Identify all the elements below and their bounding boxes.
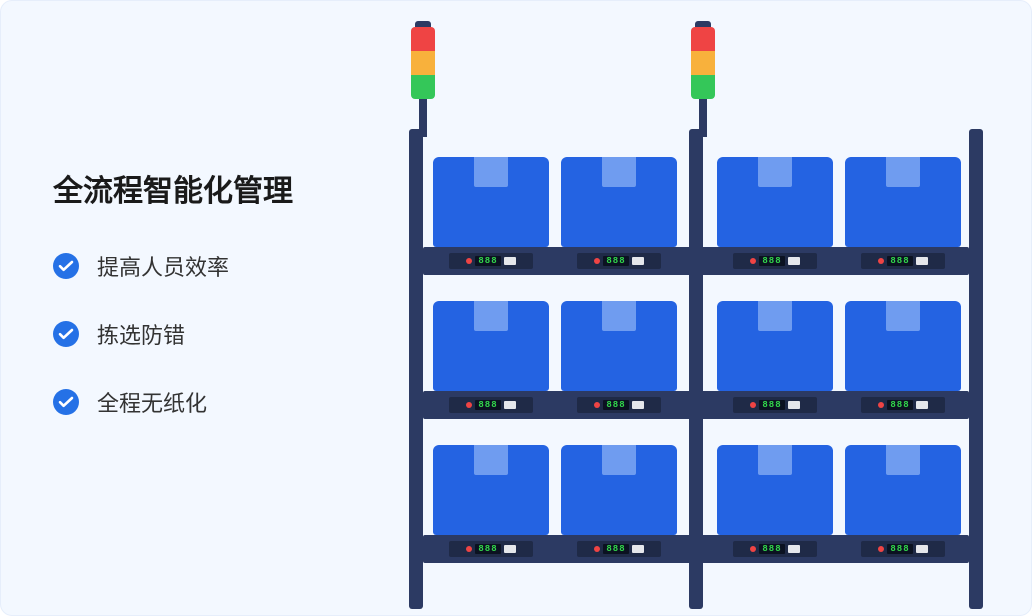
- storage-box-icon: [717, 157, 833, 247]
- storage-box-icon: [845, 301, 961, 391]
- display-button-icon: [788, 401, 800, 409]
- display-led-icon: [594, 258, 600, 264]
- bullet-item: 全程无纸化: [53, 386, 373, 418]
- signal-tower-icon: [687, 21, 719, 141]
- pick-to-light-display: 888: [733, 253, 817, 269]
- display-led-icon: [878, 402, 884, 408]
- storage-box-icon: [561, 301, 677, 391]
- pick-to-light-display: 888: [449, 253, 533, 269]
- display-digits: 888: [887, 400, 912, 410]
- display-button-icon: [632, 257, 644, 265]
- pick-to-light-display: 888: [733, 397, 817, 413]
- rack-post: [409, 129, 423, 609]
- display-digits: 888: [603, 256, 628, 266]
- display-button-icon: [788, 545, 800, 553]
- display-digits: 888: [475, 544, 500, 554]
- display-button-icon: [504, 545, 516, 553]
- storage-box-icon: [717, 445, 833, 535]
- display-led-icon: [750, 258, 756, 264]
- box-tape: [602, 445, 636, 475]
- tower-light-green: [691, 75, 715, 99]
- display-led-icon: [594, 546, 600, 552]
- tower-light-red: [411, 27, 435, 51]
- display-digits: 888: [887, 256, 912, 266]
- pick-to-light-display: 888: [861, 397, 945, 413]
- feature-card: 全流程智能化管理 提高人员效率 拣选防错 全程无纸化: [0, 0, 1032, 616]
- box-tape: [758, 301, 792, 331]
- display-digits: 888: [759, 256, 784, 266]
- box-tape: [474, 157, 508, 187]
- display-digits: 888: [759, 400, 784, 410]
- display-digits: 888: [759, 544, 784, 554]
- display-button-icon: [632, 545, 644, 553]
- heading: 全流程智能化管理: [53, 166, 373, 210]
- display-digits: 888: [887, 544, 912, 554]
- box-tape: [886, 301, 920, 331]
- text-panel: 全流程智能化管理 提高人员效率 拣选防错 全程无纸化: [53, 166, 373, 454]
- display-led-icon: [750, 402, 756, 408]
- pick-to-light-display: 888: [577, 397, 661, 413]
- signal-tower-icon: [407, 21, 439, 141]
- tower-light-orange: [691, 51, 715, 75]
- box-tape: [886, 445, 920, 475]
- bullet-label: 提高人员效率: [97, 250, 229, 282]
- storage-box-icon: [433, 301, 549, 391]
- pick-to-light-display: 888: [449, 397, 533, 413]
- warehouse-rack-illustration: 888 888 888 888 888 888 888 888 888 888 888 888: [391, 21, 1011, 616]
- bullet-label: 全程无纸化: [97, 386, 207, 418]
- storage-box-icon: [433, 157, 549, 247]
- display-button-icon: [632, 401, 644, 409]
- box-tape: [474, 301, 508, 331]
- box-tape: [758, 445, 792, 475]
- display-button-icon: [916, 257, 928, 265]
- display-led-icon: [750, 546, 756, 552]
- display-digits: 888: [603, 400, 628, 410]
- box-tape: [602, 157, 636, 187]
- display-led-icon: [466, 546, 472, 552]
- pick-to-light-display: 888: [449, 541, 533, 557]
- display-button-icon: [788, 257, 800, 265]
- storage-box-icon: [561, 445, 677, 535]
- pick-to-light-display: 888: [861, 253, 945, 269]
- display-digits: 888: [603, 544, 628, 554]
- display-button-icon: [504, 257, 516, 265]
- display-led-icon: [878, 546, 884, 552]
- bullet-item: 提高人员效率: [53, 250, 373, 282]
- display-digits: 888: [475, 400, 500, 410]
- display-button-icon: [916, 545, 928, 553]
- storage-box-icon: [717, 301, 833, 391]
- check-circle-icon: [53, 321, 79, 347]
- pick-to-light-display: 888: [733, 541, 817, 557]
- pick-to-light-display: 888: [577, 253, 661, 269]
- box-tape: [886, 157, 920, 187]
- tower-light-green: [411, 75, 435, 99]
- check-circle-icon: [53, 253, 79, 279]
- tower-light-orange: [411, 51, 435, 75]
- display-led-icon: [594, 402, 600, 408]
- display-digits: 888: [475, 256, 500, 266]
- display-led-icon: [466, 258, 472, 264]
- display-button-icon: [504, 401, 516, 409]
- storage-box-icon: [845, 445, 961, 535]
- check-circle-icon: [53, 389, 79, 415]
- display-led-icon: [878, 258, 884, 264]
- storage-box-icon: [845, 157, 961, 247]
- pick-to-light-display: 888: [861, 541, 945, 557]
- bullet-item: 拣选防错: [53, 318, 373, 350]
- display-button-icon: [916, 401, 928, 409]
- pick-to-light-display: 888: [577, 541, 661, 557]
- box-tape: [602, 301, 636, 331]
- tower-light-red: [691, 27, 715, 51]
- rack-post: [969, 129, 983, 609]
- rack: 888 888 888 888 888 888 888 888 888 888 888 888: [409, 129, 983, 609]
- storage-box-icon: [433, 445, 549, 535]
- box-tape: [474, 445, 508, 475]
- storage-box-icon: [561, 157, 677, 247]
- display-led-icon: [466, 402, 472, 408]
- bullet-label: 拣选防错: [97, 318, 185, 350]
- box-tape: [758, 157, 792, 187]
